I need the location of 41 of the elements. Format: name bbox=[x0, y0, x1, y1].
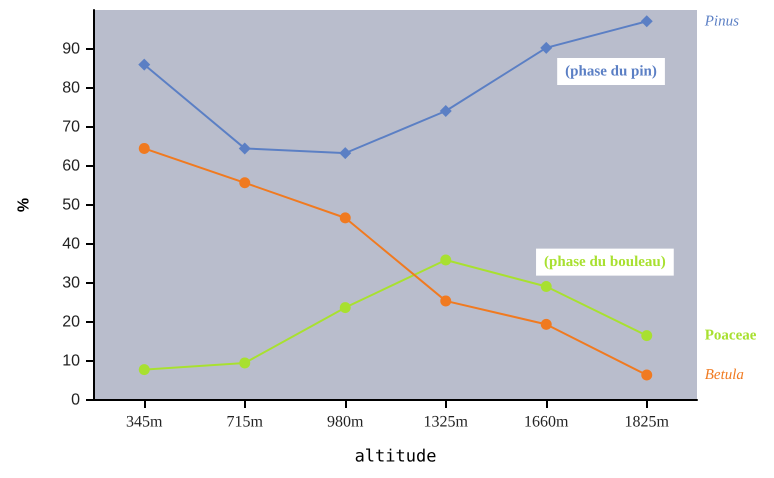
point bbox=[138, 142, 150, 154]
y-tick-label: 0 bbox=[71, 392, 80, 408]
y-tick-label: 70 bbox=[62, 118, 80, 136]
x-tick-label: 345m bbox=[126, 414, 164, 430]
point bbox=[440, 105, 452, 118]
point bbox=[340, 212, 351, 224]
point bbox=[138, 364, 150, 376]
point bbox=[138, 58, 150, 71]
point bbox=[339, 147, 352, 160]
y-tick-label: 40 bbox=[62, 236, 80, 252]
point bbox=[238, 142, 251, 154]
point bbox=[340, 302, 351, 314]
point bbox=[239, 177, 250, 188]
x-tick-label: 980m bbox=[327, 414, 364, 430]
point bbox=[440, 254, 452, 266]
point bbox=[540, 42, 552, 54]
y-tick-label: 60 bbox=[62, 158, 80, 174]
x-tick-label: 1325m bbox=[424, 414, 469, 430]
y-tick-label: 20 bbox=[62, 314, 80, 330]
y-tick-label: 10 bbox=[62, 352, 80, 370]
annotation: (phase du bouleau) bbox=[544, 254, 666, 270]
point bbox=[641, 330, 652, 342]
text: Poaceae bbox=[704, 328, 757, 344]
y-axis-title: % bbox=[16, 198, 32, 212]
x-tick-label: 1660m bbox=[524, 414, 570, 430]
y-tick-label: 80 bbox=[62, 80, 80, 96]
point bbox=[641, 370, 652, 381]
annotation: (phase du pin) bbox=[565, 64, 657, 80]
point bbox=[440, 295, 452, 306]
y-tick-label: 30 bbox=[62, 274, 80, 292]
point bbox=[239, 357, 250, 368]
text: Pinus bbox=[704, 13, 740, 30]
text: Betula bbox=[704, 367, 744, 384]
point bbox=[540, 281, 552, 292]
y-tick-label: 90 bbox=[62, 40, 80, 58]
y-tick-label: 50 bbox=[62, 196, 80, 214]
x-tick-label: 715m bbox=[226, 414, 264, 430]
point bbox=[640, 15, 653, 28]
x-axis-title: altitude bbox=[354, 446, 436, 466]
point bbox=[540, 318, 552, 330]
x-tick-label: 1825m bbox=[624, 414, 670, 430]
